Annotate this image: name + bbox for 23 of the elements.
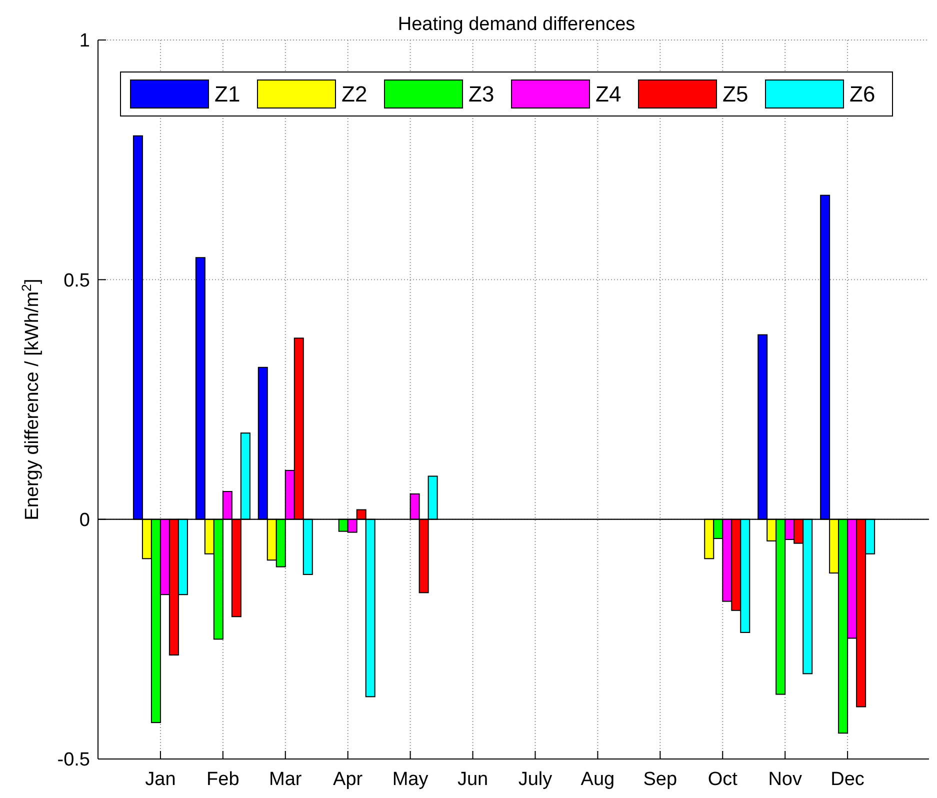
x-tick-label: Mar (269, 769, 302, 790)
legend-label: Z2 (342, 82, 368, 107)
y-tick-label: 0 (79, 510, 90, 531)
legend-label: Z5 (722, 82, 748, 107)
x-tick-label: Oct (708, 769, 738, 790)
legend-label: Z1 (214, 82, 240, 107)
x-tick-label: Nov (768, 769, 802, 790)
x-tick-label: May (392, 769, 429, 790)
x-tick-label: Jan (145, 769, 176, 790)
chart-title: Heating demand differences (398, 14, 636, 35)
x-tick-label: Dec (830, 769, 864, 790)
legend-label: Z4 (596, 82, 622, 107)
y-tick-label: 1 (79, 30, 90, 52)
x-tick-label: Apr (333, 769, 364, 790)
x-tick-label: Aug (580, 769, 615, 790)
x-tick-label: Sep (643, 769, 678, 790)
legend-label: Z6 (850, 82, 876, 107)
y-tick-label: 0.5 (64, 270, 90, 292)
legend-label: Z3 (468, 82, 494, 107)
x-tick-label: Feb (206, 769, 240, 790)
y-tick-label: -0.5 (57, 750, 90, 771)
x-tick-label: July (518, 769, 553, 790)
x-tick-label: Jun (457, 769, 488, 790)
